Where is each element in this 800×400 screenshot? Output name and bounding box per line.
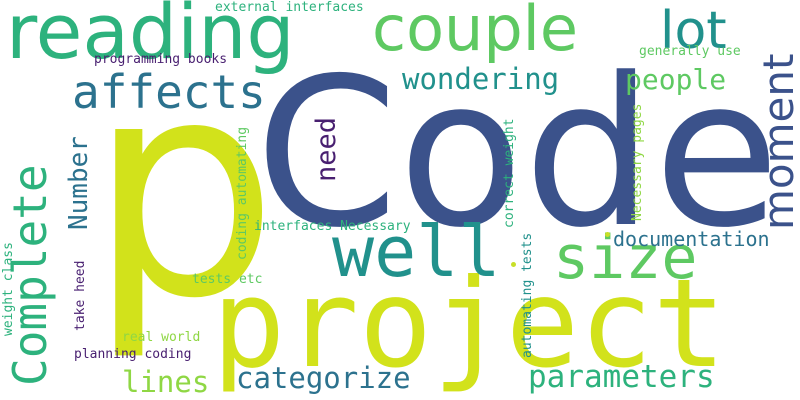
word-generally-use: generally use bbox=[639, 44, 741, 59]
word-affects: affects bbox=[72, 65, 266, 119]
word-wondering: wondering bbox=[402, 62, 560, 96]
word-coding-automating: coding automating bbox=[235, 126, 250, 260]
word-external-interfaces: external interfaces bbox=[215, 0, 364, 15]
word-parameters: parameters bbox=[528, 359, 715, 395]
word-number: Number bbox=[64, 136, 94, 230]
word-weight-class: weight class bbox=[1, 242, 16, 336]
word-well: well bbox=[332, 211, 501, 293]
word-automating-tests: automating tests bbox=[520, 232, 535, 358]
word-project: project bbox=[212, 253, 727, 395]
word-p: p bbox=[88, 15, 279, 364]
word-planning-coding: planning coding bbox=[74, 347, 192, 362]
word-lot: lot bbox=[660, 1, 727, 61]
word-documentation: documentation bbox=[613, 227, 770, 251]
word-real-world: real world bbox=[122, 330, 201, 345]
dot-marker-upper bbox=[605, 232, 610, 237]
word-categorize: categorize bbox=[236, 361, 411, 395]
word-people: people bbox=[625, 63, 727, 96]
word-necessary-pages: Necessary pages bbox=[630, 103, 645, 221]
word-size: size bbox=[553, 223, 698, 293]
word-lines: lines bbox=[122, 365, 210, 399]
word-reading: reading bbox=[6, 0, 295, 76]
word-interfaces-necessary: interfaces Necessary bbox=[254, 219, 411, 234]
word-take-heed: take heed bbox=[73, 260, 88, 331]
word-need: need bbox=[311, 116, 342, 182]
word-couple: couple bbox=[372, 0, 579, 65]
dot-marker-lower bbox=[511, 262, 516, 267]
word-code: Code bbox=[255, 35, 780, 273]
word-correct-weight: correct weight bbox=[502, 118, 517, 228]
word-programming-books: programming books bbox=[94, 52, 228, 67]
word-moment: moment bbox=[754, 53, 800, 230]
word-tests-etc: tests etc bbox=[192, 272, 263, 287]
